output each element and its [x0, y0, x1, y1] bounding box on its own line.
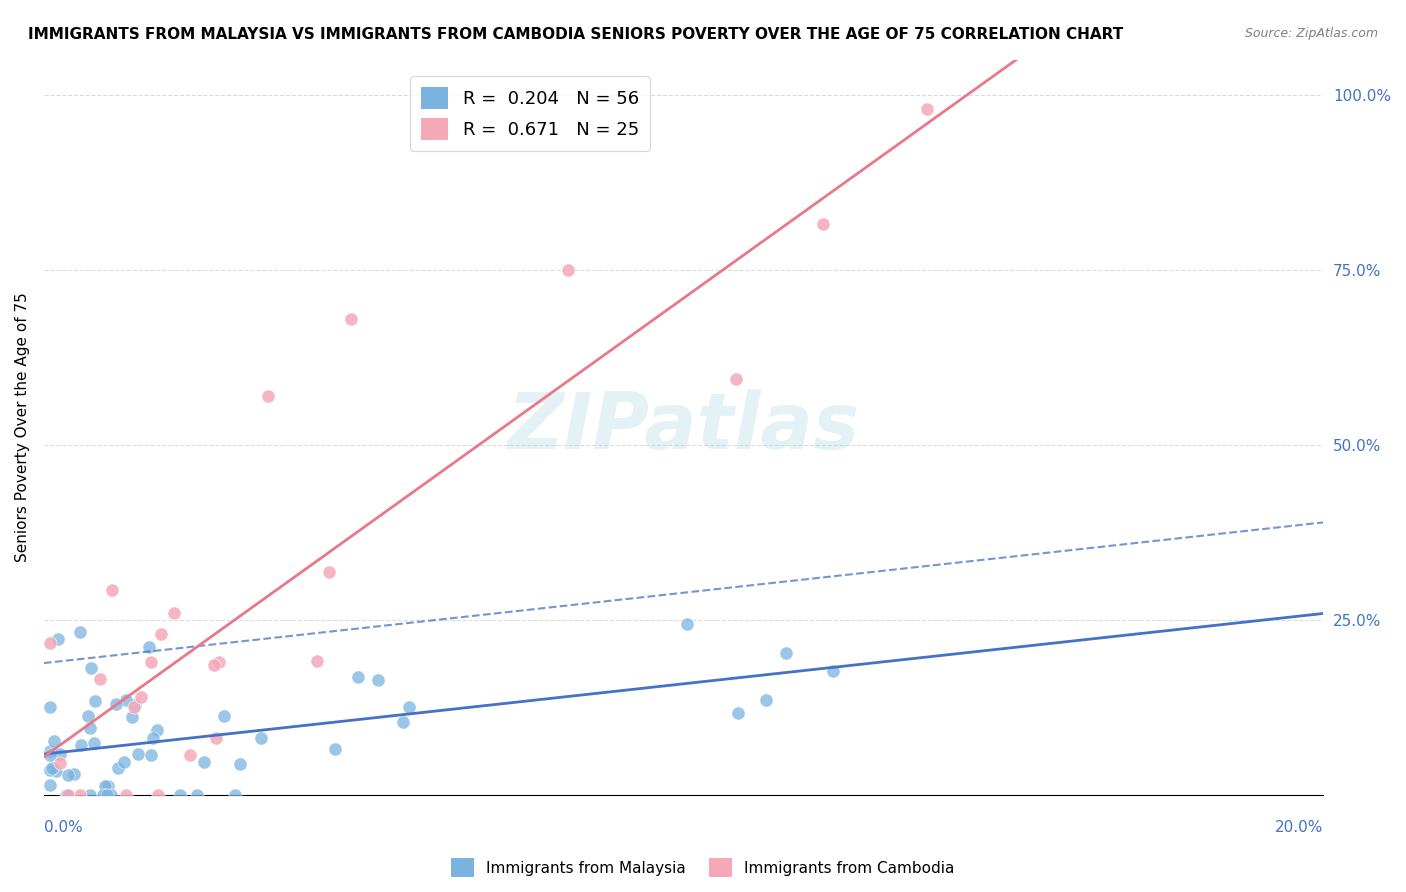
- Point: [39, 763, 62, 777]
- Point: [112, 755, 135, 769]
- Point: [58, 768, 80, 782]
- Point: [186, 788, 208, 802]
- Point: [100, 788, 122, 802]
- Point: [724, 372, 747, 386]
- Point: [163, 606, 186, 620]
- Point: [305, 654, 328, 668]
- Point: [46, 632, 69, 647]
- Point: [83, 694, 105, 708]
- Point: [129, 690, 152, 704]
- Point: [104, 698, 127, 712]
- Point: [62, 767, 84, 781]
- Point: [77, 709, 100, 723]
- Point: [124, 698, 146, 713]
- Point: [39, 636, 62, 650]
- Point: [193, 756, 215, 770]
- Point: [821, 665, 844, 679]
- Point: [42, 734, 65, 748]
- Point: [367, 673, 389, 688]
- Point: [148, 788, 170, 802]
- Point: [179, 747, 201, 762]
- Point: [346, 670, 368, 684]
- Text: 0.0%: 0.0%: [44, 820, 83, 835]
- Point: [915, 102, 938, 116]
- Point: [91, 788, 114, 802]
- Point: [127, 747, 149, 762]
- Text: IMMIGRANTS FROM MALAYSIA VS IMMIGRANTS FROM CAMBODIA SENIORS POVERTY OVER THE AG: IMMIGRANTS FROM MALAYSIA VS IMMIGRANTS F…: [28, 27, 1123, 42]
- Point: [139, 748, 162, 763]
- Point: [256, 389, 278, 403]
- Text: ZIPatlas: ZIPatlas: [508, 389, 859, 466]
- Point: [212, 708, 235, 723]
- Point: [811, 217, 834, 231]
- Point: [94, 788, 117, 802]
- Point: [114, 693, 136, 707]
- Text: Source: ZipAtlas.com: Source: ZipAtlas.com: [1244, 27, 1378, 40]
- Point: [676, 616, 699, 631]
- Point: [139, 656, 162, 670]
- Point: [39, 778, 62, 792]
- Point: [145, 723, 167, 737]
- Point: [224, 788, 246, 802]
- Point: [107, 761, 129, 775]
- Point: [58, 788, 80, 802]
- Point: [39, 744, 62, 758]
- Point: [41, 762, 63, 776]
- Text: 20.0%: 20.0%: [1275, 820, 1323, 835]
- Point: [97, 779, 120, 793]
- Point: [79, 721, 101, 735]
- Point: [340, 311, 363, 326]
- Point: [39, 699, 62, 714]
- Point: [55, 788, 77, 802]
- Point: [318, 566, 340, 580]
- Point: [391, 714, 413, 729]
- Point: [69, 788, 91, 802]
- Point: [80, 661, 103, 675]
- Point: [323, 742, 346, 756]
- Point: [202, 658, 225, 673]
- Point: [755, 693, 778, 707]
- Point: [557, 262, 579, 277]
- Point: [121, 710, 143, 724]
- Point: [70, 738, 93, 752]
- Legend: Immigrants from Malaysia, Immigrants from Cambodia: Immigrants from Malaysia, Immigrants fro…: [446, 852, 960, 883]
- Point: [229, 757, 252, 772]
- Point: [101, 582, 124, 597]
- Y-axis label: Seniors Poverty Over the Age of 75: Seniors Poverty Over the Age of 75: [15, 293, 30, 562]
- Point: [39, 747, 62, 762]
- Point: [49, 756, 72, 770]
- Point: [249, 731, 271, 746]
- Point: [69, 625, 91, 640]
- Point: [208, 655, 231, 669]
- Point: [79, 788, 101, 802]
- Legend: R =  0.204   N = 56, R =  0.671   N = 25: R = 0.204 N = 56, R = 0.671 N = 25: [411, 76, 650, 151]
- Point: [122, 700, 145, 714]
- Point: [93, 779, 115, 793]
- Point: [96, 788, 118, 802]
- Point: [138, 640, 160, 655]
- Point: [205, 731, 228, 746]
- Point: [727, 706, 749, 720]
- Point: [150, 627, 173, 641]
- Point: [775, 646, 797, 660]
- Point: [83, 736, 105, 750]
- Point: [55, 788, 77, 802]
- Point: [89, 672, 111, 686]
- Point: [169, 788, 191, 802]
- Point: [49, 747, 72, 761]
- Point: [45, 764, 67, 779]
- Point: [115, 788, 138, 802]
- Point: [398, 699, 420, 714]
- Point: [142, 731, 165, 745]
